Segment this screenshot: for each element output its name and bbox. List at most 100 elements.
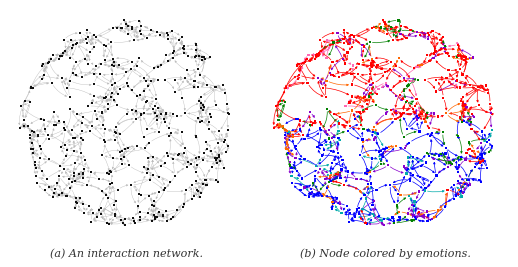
Point bbox=[98, 189, 107, 193]
Point bbox=[403, 99, 411, 103]
Point bbox=[77, 151, 85, 155]
Point bbox=[143, 99, 151, 103]
Point bbox=[39, 62, 48, 66]
Point bbox=[122, 21, 130, 26]
Point bbox=[296, 118, 304, 123]
Point bbox=[463, 151, 471, 155]
Point bbox=[108, 91, 117, 95]
Point bbox=[368, 57, 376, 61]
Point bbox=[476, 156, 484, 161]
Point bbox=[221, 138, 229, 143]
Point bbox=[192, 156, 200, 160]
Point bbox=[112, 199, 120, 203]
Point bbox=[408, 203, 416, 207]
Point bbox=[389, 37, 397, 42]
Point bbox=[366, 91, 375, 95]
Point bbox=[428, 131, 437, 135]
Point bbox=[430, 51, 438, 56]
Point bbox=[346, 124, 354, 128]
Point bbox=[116, 150, 124, 154]
Point bbox=[288, 181, 296, 185]
Point bbox=[49, 53, 57, 57]
Point bbox=[306, 123, 314, 127]
Point bbox=[357, 123, 365, 127]
Point bbox=[211, 85, 219, 89]
Point bbox=[135, 56, 143, 60]
Point bbox=[117, 157, 125, 162]
Point bbox=[212, 178, 221, 182]
Point bbox=[329, 73, 337, 77]
Point bbox=[423, 219, 431, 223]
Point bbox=[192, 135, 200, 139]
Point bbox=[89, 211, 97, 215]
Point bbox=[215, 129, 223, 134]
Point bbox=[224, 112, 233, 116]
Point bbox=[337, 211, 346, 215]
Point bbox=[408, 218, 416, 223]
Point bbox=[141, 146, 149, 150]
Point bbox=[93, 215, 102, 219]
Point bbox=[442, 51, 450, 55]
Point bbox=[410, 199, 419, 203]
Point bbox=[203, 183, 211, 187]
Point bbox=[147, 78, 155, 83]
Point bbox=[182, 165, 191, 170]
Point bbox=[461, 107, 469, 112]
Point bbox=[87, 170, 95, 174]
Point bbox=[315, 167, 324, 171]
Point bbox=[336, 176, 344, 180]
Point bbox=[52, 123, 61, 127]
Point bbox=[415, 189, 423, 194]
Point bbox=[184, 160, 192, 165]
Point bbox=[425, 59, 433, 63]
Point bbox=[31, 163, 39, 168]
Point bbox=[189, 197, 197, 202]
Point bbox=[477, 141, 485, 146]
Point bbox=[121, 222, 130, 227]
Point bbox=[396, 32, 405, 36]
Point bbox=[202, 140, 210, 145]
Point bbox=[319, 194, 327, 198]
Point bbox=[328, 199, 337, 204]
Point bbox=[82, 41, 91, 45]
Point bbox=[420, 117, 428, 121]
Point bbox=[299, 61, 307, 65]
Point bbox=[88, 100, 96, 105]
Point bbox=[380, 222, 388, 227]
Point bbox=[475, 85, 483, 89]
Point bbox=[459, 95, 467, 99]
Point bbox=[90, 94, 98, 99]
Point bbox=[193, 188, 202, 192]
Point bbox=[192, 53, 200, 58]
Point bbox=[466, 83, 474, 87]
Point bbox=[430, 156, 438, 161]
Point bbox=[381, 21, 389, 26]
Point bbox=[153, 65, 162, 69]
Point bbox=[370, 131, 379, 135]
Point bbox=[317, 49, 325, 53]
Point bbox=[362, 107, 370, 111]
Point bbox=[341, 61, 349, 66]
Point bbox=[162, 111, 170, 115]
Point bbox=[409, 173, 418, 177]
Point bbox=[155, 210, 163, 214]
Point bbox=[106, 182, 114, 186]
Point bbox=[339, 37, 348, 41]
Point bbox=[445, 160, 454, 165]
Point bbox=[355, 110, 364, 114]
Point bbox=[214, 180, 222, 184]
Point bbox=[66, 38, 75, 43]
Point bbox=[212, 158, 220, 162]
Point bbox=[172, 208, 181, 213]
Point bbox=[423, 151, 431, 155]
Point bbox=[368, 26, 376, 30]
Point bbox=[108, 72, 116, 76]
Point bbox=[370, 199, 379, 203]
Point bbox=[120, 18, 128, 22]
Point bbox=[55, 53, 64, 58]
Point bbox=[98, 153, 106, 157]
Point bbox=[378, 221, 386, 225]
Point bbox=[186, 162, 195, 166]
Point bbox=[311, 193, 320, 197]
Point bbox=[181, 111, 189, 116]
